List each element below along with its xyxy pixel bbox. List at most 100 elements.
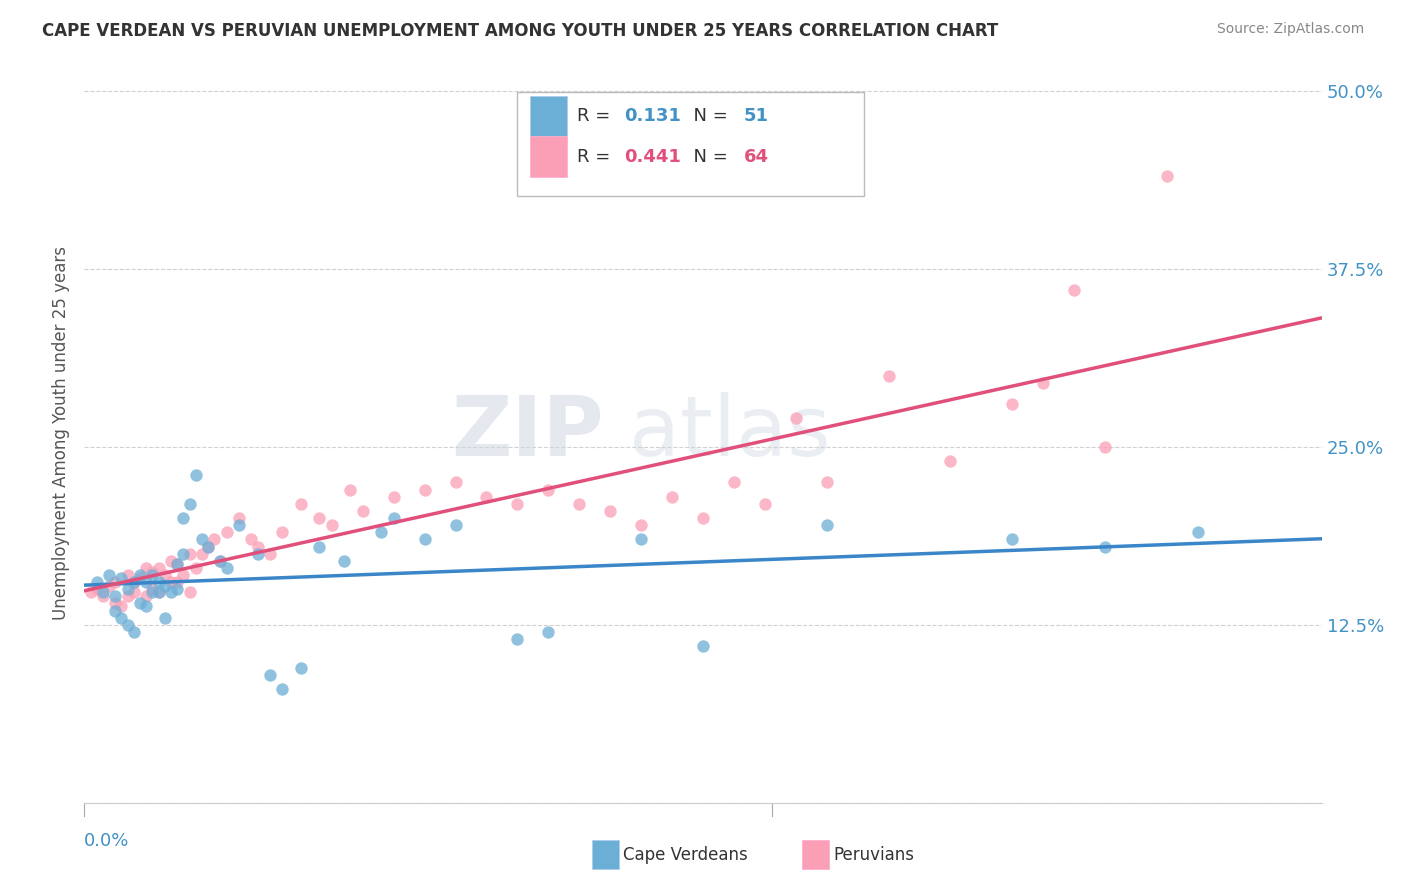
Point [413, 533, 436, 547]
Text: atlas: atlas [628, 392, 831, 473]
Point [135, 599, 157, 614]
Point [117, 568, 139, 582]
Point [104, 575, 127, 590]
Point [692, 639, 714, 653]
Point [148, 585, 170, 599]
Point [197, 540, 219, 554]
Point [290, 497, 312, 511]
Point [135, 561, 157, 575]
FancyBboxPatch shape [530, 95, 567, 136]
Point [104, 604, 127, 618]
Point [153, 579, 176, 593]
Text: 0.131: 0.131 [624, 107, 681, 125]
Point [661, 490, 683, 504]
Point [333, 554, 356, 568]
Point [184, 468, 207, 483]
Text: 51: 51 [744, 107, 769, 125]
Point [209, 554, 232, 568]
Point [815, 475, 838, 490]
Point [141, 568, 163, 582]
Text: Cape Verdeans: Cape Verdeans [623, 846, 748, 863]
Point [160, 585, 183, 599]
Point [754, 497, 776, 511]
Point [166, 557, 188, 571]
Point [129, 571, 152, 585]
Point [135, 575, 157, 590]
Point [506, 632, 529, 646]
Point [1063, 283, 1085, 297]
Point [110, 599, 132, 614]
Point [939, 454, 962, 468]
FancyBboxPatch shape [517, 92, 863, 195]
Point [308, 540, 330, 554]
FancyBboxPatch shape [801, 840, 830, 870]
Point [202, 533, 225, 547]
Point [110, 611, 132, 625]
Point [599, 504, 621, 518]
Point [91, 585, 114, 599]
Point [91, 590, 114, 604]
Point [444, 475, 467, 490]
Point [197, 540, 219, 554]
Point [86, 582, 108, 597]
Point [179, 497, 201, 511]
Point [153, 568, 176, 582]
Point [172, 568, 194, 582]
Point [104, 597, 127, 611]
Point [122, 575, 145, 590]
Point [228, 518, 250, 533]
Point [1094, 540, 1116, 554]
Point [141, 582, 163, 597]
Point [166, 575, 188, 590]
Text: N =: N = [682, 148, 734, 166]
Point [86, 575, 108, 590]
Point [259, 547, 281, 561]
Text: 0.0%: 0.0% [84, 832, 129, 850]
Point [148, 575, 170, 590]
Text: Peruvians: Peruvians [832, 846, 914, 863]
Point [1094, 440, 1116, 454]
Point [191, 547, 214, 561]
Point [308, 511, 330, 525]
FancyBboxPatch shape [530, 136, 567, 178]
Point [352, 504, 374, 518]
Text: ZIP: ZIP [451, 392, 605, 473]
Point [240, 533, 263, 547]
Point [259, 667, 281, 681]
Point [568, 497, 591, 511]
Point [148, 585, 170, 599]
Point [382, 490, 405, 504]
Point [98, 568, 121, 582]
Point [98, 579, 121, 593]
Y-axis label: Unemployment Among Youth under 25 years: Unemployment Among Youth under 25 years [52, 245, 70, 620]
Point [537, 624, 560, 639]
Point [228, 511, 250, 525]
Point [246, 547, 269, 561]
Point [290, 660, 312, 674]
Point [630, 533, 652, 547]
Text: 64: 64 [744, 148, 769, 166]
Point [692, 511, 714, 525]
Text: Source: ZipAtlas.com: Source: ZipAtlas.com [1216, 22, 1364, 37]
Text: R =: R = [576, 148, 616, 166]
Point [141, 565, 163, 579]
Point [1156, 169, 1178, 184]
Point [723, 475, 745, 490]
Point [153, 611, 176, 625]
Point [117, 617, 139, 632]
Point [160, 575, 183, 590]
Point [117, 582, 139, 597]
Point [160, 554, 183, 568]
Point [172, 547, 194, 561]
Text: 0.441: 0.441 [624, 148, 681, 166]
Point [215, 561, 238, 575]
Point [179, 585, 201, 599]
Point [122, 575, 145, 590]
Text: CAPE VERDEAN VS PERUVIAN UNEMPLOYMENT AMONG YOUTH UNDER 25 YEARS CORRELATION CHA: CAPE VERDEAN VS PERUVIAN UNEMPLOYMENT AM… [42, 22, 998, 40]
Point [215, 525, 238, 540]
Point [148, 561, 170, 575]
Point [129, 568, 152, 582]
Point [413, 483, 436, 497]
Point [191, 533, 214, 547]
Point [122, 585, 145, 599]
